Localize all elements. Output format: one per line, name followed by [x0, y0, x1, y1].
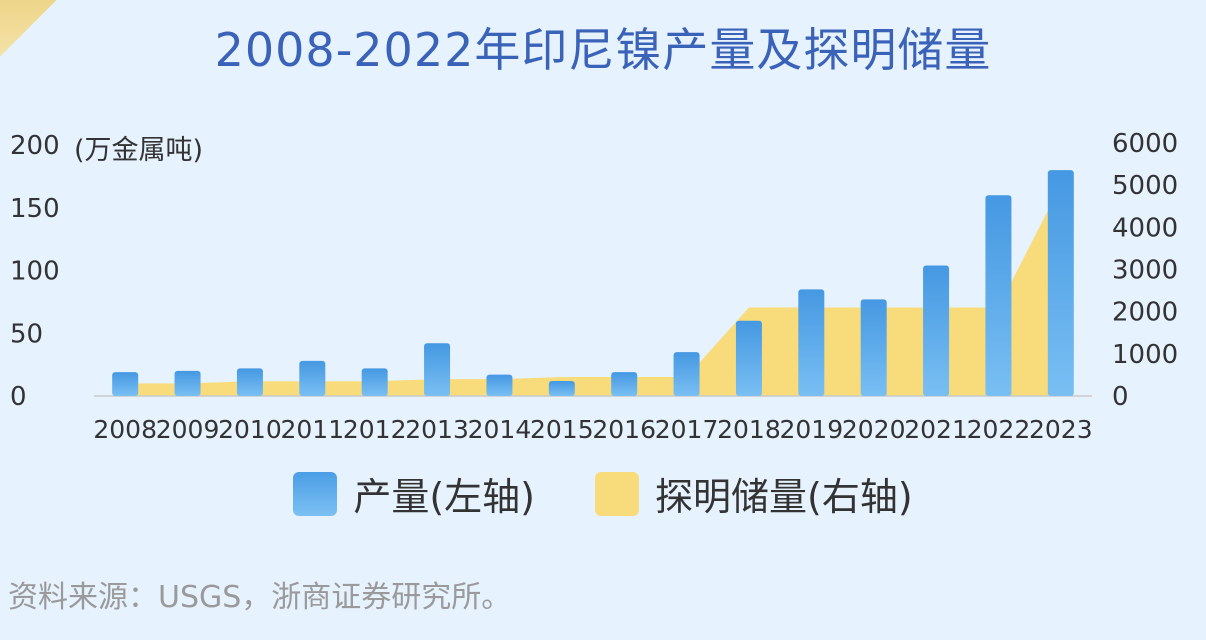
production-bar: [236, 368, 263, 396]
source-note: 资料来源：USGS，浙商证券研究所。: [8, 580, 512, 615]
x-tick-label: 2019: [780, 415, 844, 444]
production-bar: [923, 265, 950, 396]
production-bar: [299, 360, 326, 396]
y-right-tick-label: 4000: [1112, 213, 1178, 243]
left-axis-unit: (万金属吨): [74, 135, 204, 166]
x-tick-label: 2022: [967, 415, 1031, 444]
production-bar: [985, 195, 1012, 396]
y-left-tick-label: 150: [10, 194, 60, 224]
reserves-area: [122, 185, 1061, 396]
production-bar: [1047, 170, 1074, 396]
y-right-tick-label: 0: [1112, 382, 1129, 412]
x-tick-label: 2011: [281, 415, 345, 444]
x-tick-label: 2012: [343, 415, 407, 444]
production-bar: [486, 374, 513, 396]
production-bar: [673, 352, 700, 396]
production-bar: [798, 289, 825, 396]
production-bar: [424, 343, 451, 396]
legend-item-production: 产量(左轴): [293, 466, 535, 521]
production-bar: [174, 370, 201, 396]
y-right-tick-label: 6000: [1112, 129, 1178, 159]
x-tick-label: 2008: [93, 415, 157, 444]
x-tick-label: 2015: [530, 415, 594, 444]
legend-item-reserves: 探明储量(右轴): [595, 466, 913, 521]
y-left-tick-label: 50: [10, 319, 43, 349]
x-tick-label: 2014: [468, 415, 532, 444]
x-tick-label: 2020: [842, 415, 906, 444]
chart-title: 2008-2022年印尼镍产量及探明储量: [214, 23, 992, 77]
y-right-tick-label: 5000: [1112, 171, 1178, 201]
y-left-tick-label: 100: [10, 257, 60, 287]
legend-swatch-reserves: [595, 471, 639, 516]
production-bar: [611, 372, 638, 396]
y-right-tick-label: 1000: [1112, 340, 1178, 370]
x-tick-label: 2016: [592, 415, 656, 444]
production-bar: [548, 380, 575, 396]
production-bar: [860, 299, 887, 396]
legend-swatch-production: [293, 471, 338, 516]
x-tick-label: 2018: [717, 415, 781, 444]
x-tick-label: 2023: [1029, 415, 1093, 444]
x-tick-label: 2010: [218, 415, 282, 444]
production-bar: [112, 372, 139, 396]
y-right-tick-label: 3000: [1112, 256, 1178, 286]
y-left-tick-label: 200: [10, 131, 60, 161]
x-tick-label: 2021: [904, 415, 968, 444]
x-tick-label: 2009: [156, 415, 220, 444]
legend-label-reserves: 探明储量(右轴): [655, 475, 913, 519]
y-left-tick-label: 0: [10, 382, 27, 412]
legend: 产量(左轴) 探明储量(右轴): [0, 466, 1206, 521]
production-bar: [735, 320, 762, 396]
x-tick-label: 2013: [405, 415, 469, 444]
legend-label-production: 产量(左轴): [353, 475, 535, 519]
y-right-tick-label: 2000: [1112, 298, 1178, 328]
production-bar: [361, 368, 388, 396]
x-tick-label: 2017: [655, 415, 719, 444]
